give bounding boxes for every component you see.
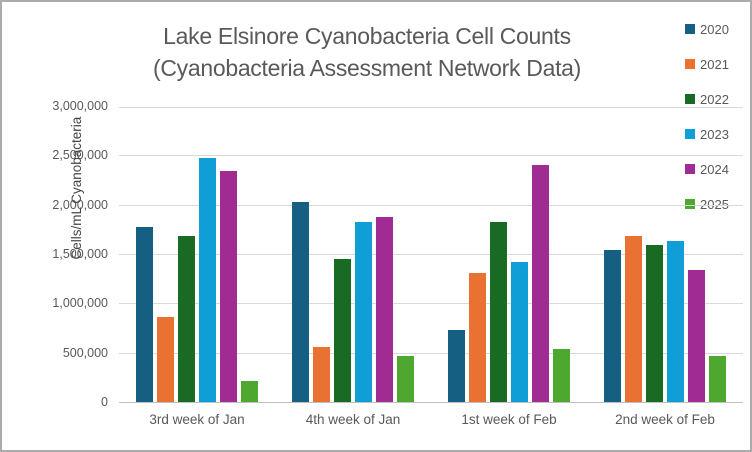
bar-2022[interactable] <box>490 222 507 402</box>
bar-2021[interactable] <box>469 273 486 402</box>
legend-item-2021[interactable]: 2021 <box>685 56 729 72</box>
bar-2022[interactable] <box>646 245 663 402</box>
legend-swatch-icon <box>685 129 695 139</box>
legend-label: 2024 <box>700 161 729 177</box>
y-tick-label: 2,500,000 <box>52 148 108 163</box>
gridline <box>119 107 743 108</box>
legend-swatch-icon <box>685 164 695 174</box>
bar-2023[interactable] <box>511 262 528 402</box>
bar-2021[interactable] <box>313 347 330 402</box>
legend-item-2022[interactable]: 2022 <box>685 91 729 107</box>
chart-title: Lake Elsinore Cyanobacteria Cell Counts … <box>102 20 632 84</box>
y-tick-label: 3,000,000 <box>52 99 108 113</box>
legend-swatch-icon <box>685 199 695 209</box>
legend-item-2020[interactable]: 2020 <box>685 21 729 37</box>
y-tick-label: 2,000,000 <box>52 197 108 212</box>
bar-2023[interactable] <box>355 222 372 402</box>
bar-group-2nd-week-of-feb <box>604 106 726 402</box>
legend-label: 2022 <box>700 91 729 107</box>
x-label-1: 3rd week of Jan <box>149 412 245 427</box>
bar-2021[interactable] <box>157 317 174 402</box>
bar-2023[interactable] <box>667 241 684 402</box>
bar-2020[interactable] <box>136 227 153 402</box>
gridline <box>119 303 743 305</box>
legend: 2020 2021 2022 2023 2024 2025 <box>685 21 729 212</box>
gridline <box>119 402 743 403</box>
bar-group-3rd-week-of-jan <box>136 106 258 402</box>
legend-label: 2021 <box>700 56 729 72</box>
legend-item-2023[interactable]: 2023 <box>685 126 729 142</box>
gridline <box>119 352 743 354</box>
gridline <box>119 204 743 206</box>
legend-swatch-icon <box>685 94 695 104</box>
x-label-3: 1st week of Feb <box>461 412 557 427</box>
legend-swatch-icon <box>685 59 695 69</box>
bar-2025[interactable] <box>397 356 414 402</box>
x-label-2: 4th week of Jan <box>305 412 401 427</box>
bar-2020[interactable] <box>448 330 465 402</box>
legend-label: 2023 <box>700 126 729 142</box>
bar-2024[interactable] <box>376 217 393 402</box>
gridline <box>119 155 743 157</box>
chart-title-line1: Lake Elsinore Cyanobacteria Cell Counts <box>163 23 571 49</box>
legend-label: 2025 <box>700 196 729 212</box>
bar-2022[interactable] <box>178 236 195 402</box>
gridline <box>119 254 743 255</box>
bar-2021[interactable] <box>625 236 642 402</box>
chart-title-line2: (Cyanobacteria Assessment Network Data) <box>152 55 582 81</box>
y-tick-label: 500,000 <box>62 345 108 360</box>
y-tick-label: 1,500,000 <box>52 247 108 261</box>
legend-item-2025[interactable]: 2025 <box>685 196 729 212</box>
bar-2025[interactable] <box>553 349 570 402</box>
bar-group-4th-week-of-jan <box>292 106 414 402</box>
bar-2023[interactable] <box>199 158 216 402</box>
bar-2020[interactable] <box>604 250 621 402</box>
bar-2024[interactable] <box>688 270 705 402</box>
bar-group-1st-week-of-feb <box>448 106 570 402</box>
bar-2024[interactable] <box>220 171 237 402</box>
plot-area <box>119 107 743 403</box>
bar-2025[interactable] <box>241 381 258 402</box>
bar-2020[interactable] <box>292 202 309 402</box>
y-tick-label: 0 <box>101 395 108 409</box>
bar-2024[interactable] <box>532 165 549 402</box>
legend-swatch-icon <box>685 24 695 34</box>
bar-2022[interactable] <box>334 259 351 402</box>
bar-2025[interactable] <box>709 356 726 402</box>
y-axis-tick-labels: 0 500,000 1,000,000 1,500,000 2,000,000 2,500… <box>2 99 108 409</box>
x-label-4: 2nd week of Feb <box>615 412 715 427</box>
legend-label: 2020 <box>700 21 729 37</box>
y-tick-label: 1,000,000 <box>52 296 108 311</box>
legend-item-2024[interactable]: 2024 <box>685 161 729 177</box>
